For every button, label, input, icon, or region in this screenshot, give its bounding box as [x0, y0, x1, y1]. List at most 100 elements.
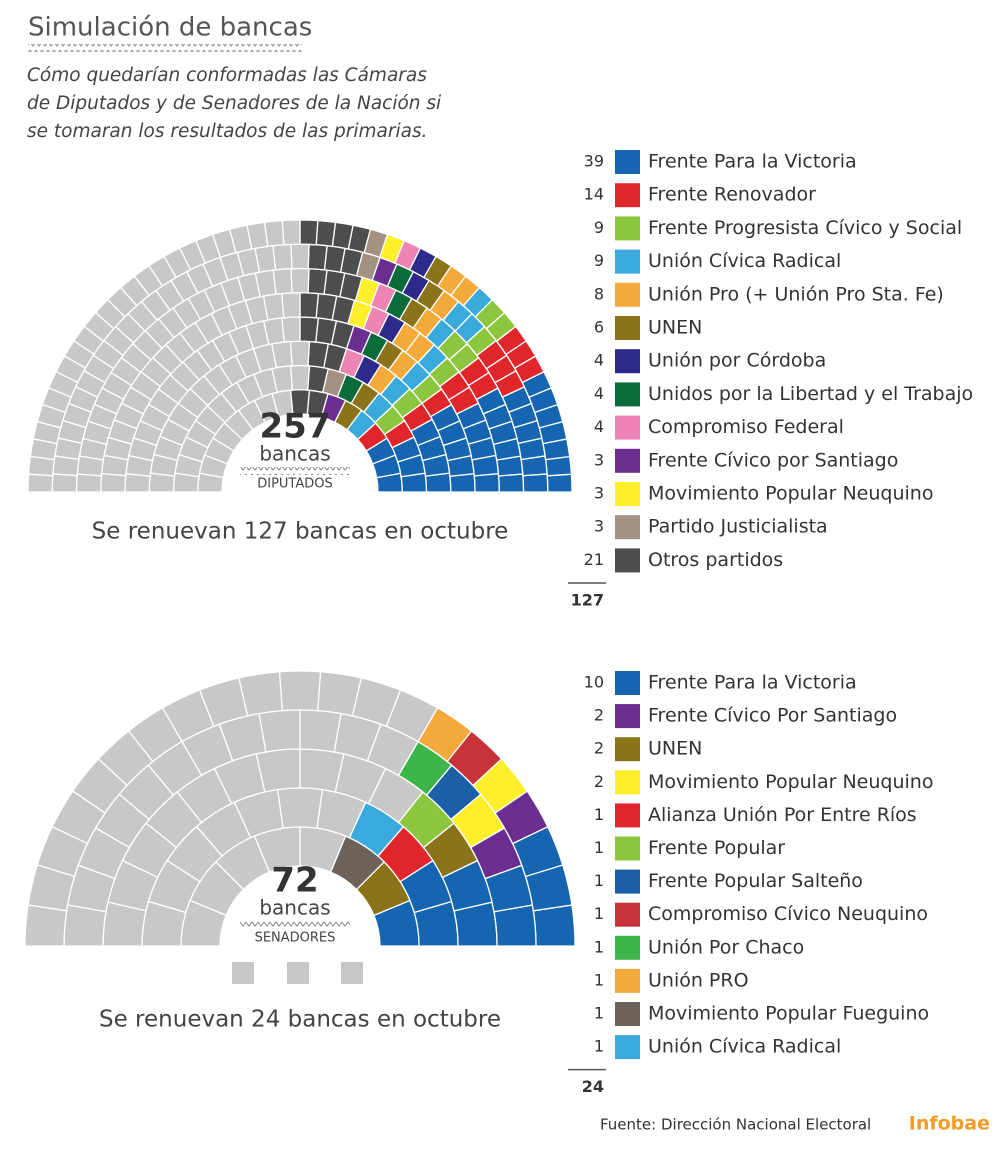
- legend-label: Frente Cívico Por Santiago: [648, 705, 897, 727]
- legend-count: 1: [594, 1037, 604, 1056]
- legend-label: Frente Para la Victoria: [648, 672, 857, 694]
- seat: [52, 455, 80, 477]
- legend-count: 21: [584, 550, 604, 569]
- seat: [299, 292, 320, 319]
- legend-swatch: [615, 1002, 640, 1026]
- party-seats: [365, 370, 573, 493]
- seat: [75, 473, 103, 493]
- legend-label: UNEN: [648, 317, 702, 339]
- legend-count: 8: [594, 284, 604, 303]
- legend-label: Compromiso Cívico Neuquino: [648, 903, 928, 925]
- legend-label: Otros partidos: [648, 549, 783, 571]
- seat: [323, 245, 346, 273]
- party-seats: [346, 286, 494, 441]
- legend-count: 1: [594, 970, 604, 989]
- legend-label: Unidos por la Libertad y el Trabajo: [648, 383, 973, 405]
- legend-count: 3: [594, 484, 604, 503]
- seat: [299, 316, 320, 343]
- seat: [299, 709, 342, 753]
- legend-label: Unión Cívica Radical: [648, 250, 841, 272]
- seat: [299, 748, 345, 793]
- caption: Se renuevan 24 bancas en octubre: [99, 1007, 501, 1033]
- legend-count: 6: [594, 318, 604, 337]
- legend-count: 2: [594, 706, 604, 725]
- legend-swatch: [615, 316, 640, 340]
- legend-swatch: [615, 869, 640, 894]
- legend-label: UNEN: [648, 738, 702, 760]
- other-seats: [27, 219, 311, 493]
- seat: [290, 267, 310, 294]
- legend-label: Compromiso Federal: [648, 416, 844, 438]
- seat: [51, 473, 78, 493]
- seat: [546, 473, 573, 493]
- party-seats: [321, 228, 389, 398]
- legend-count: 1: [594, 871, 604, 890]
- legend-swatch: [615, 704, 640, 729]
- legend-count: 9: [594, 218, 604, 237]
- seat: [473, 472, 500, 493]
- seat: [522, 473, 549, 493]
- legend-swatch: [615, 1035, 640, 1060]
- legend-swatch: [615, 770, 640, 795]
- zigzag: [240, 467, 350, 475]
- legend-label: Movimiento Popular Fueguino: [648, 1003, 929, 1025]
- legend-swatch: [615, 216, 640, 241]
- seat: [63, 904, 107, 947]
- seat: [276, 787, 324, 829]
- legend-count: 3: [594, 450, 604, 469]
- legend-label: Frente Renovador: [648, 184, 816, 206]
- seat: [497, 473, 525, 493]
- legend-swatch: [615, 349, 640, 374]
- seat: [281, 219, 301, 246]
- legend-label: Unión por Córdoba: [648, 350, 826, 372]
- seat: [315, 219, 337, 248]
- legend-label: Unión Pro (+ Unión Pro Sta. Fe): [648, 283, 944, 305]
- legend-count: 1: [594, 937, 604, 956]
- legend-count: 4: [594, 417, 604, 436]
- seat: [100, 472, 127, 493]
- seat: [124, 472, 151, 493]
- seat: [280, 292, 301, 319]
- seat: [307, 243, 328, 271]
- zigzag: [28, 44, 302, 52]
- party-seats: [333, 255, 453, 431]
- legend-swatch: [615, 282, 640, 307]
- legend-count: 1: [594, 904, 604, 923]
- decoration: [287, 962, 309, 984]
- chamber: DIPUTADOS: [257, 477, 333, 492]
- seat: [316, 671, 362, 717]
- legend-swatch: [615, 836, 640, 861]
- seat: [290, 243, 310, 270]
- legend-label: Partido Justicialista: [648, 516, 828, 538]
- party-seats: [373, 825, 576, 947]
- legend-swatch: [615, 803, 640, 828]
- legend-count: 1: [594, 1004, 604, 1023]
- legend-label: Frente Cívico por Santiago: [648, 449, 898, 471]
- zigzag: [240, 921, 350, 929]
- seat: [102, 901, 147, 947]
- legend-label: Frente Progresista Cívico y Social: [648, 217, 962, 239]
- legend-count: 3: [594, 517, 604, 536]
- seat: [532, 904, 576, 947]
- total-seats: 257: [260, 407, 331, 447]
- total-label: bancas: [259, 442, 330, 466]
- party-seats: [320, 256, 398, 424]
- legend-label: Movimiento Popular Neuquino: [648, 771, 933, 793]
- decoration: [232, 962, 254, 984]
- legend-label: Unión PRO: [648, 969, 749, 991]
- other-seats: [24, 670, 439, 947]
- seat: [307, 268, 328, 295]
- legend-count: 14: [584, 185, 604, 204]
- seat: [148, 472, 176, 493]
- legend-swatch: [615, 515, 640, 540]
- legend-swatch: [615, 902, 640, 927]
- source: Fuente: Dirección Nacional Electoral: [600, 1116, 871, 1134]
- legend-label: Alianza Unión Por Entre Ríos: [648, 804, 917, 826]
- legend-swatch: [615, 935, 640, 960]
- legend-label: Unión Por Chaco: [648, 936, 804, 958]
- seat: [289, 340, 311, 367]
- legend-swatch: [615, 737, 640, 762]
- seat: [24, 904, 68, 947]
- legend-label: Frente Para la Victoria: [648, 151, 857, 173]
- legend-label: Movimiento Popular Neuquino: [648, 483, 933, 505]
